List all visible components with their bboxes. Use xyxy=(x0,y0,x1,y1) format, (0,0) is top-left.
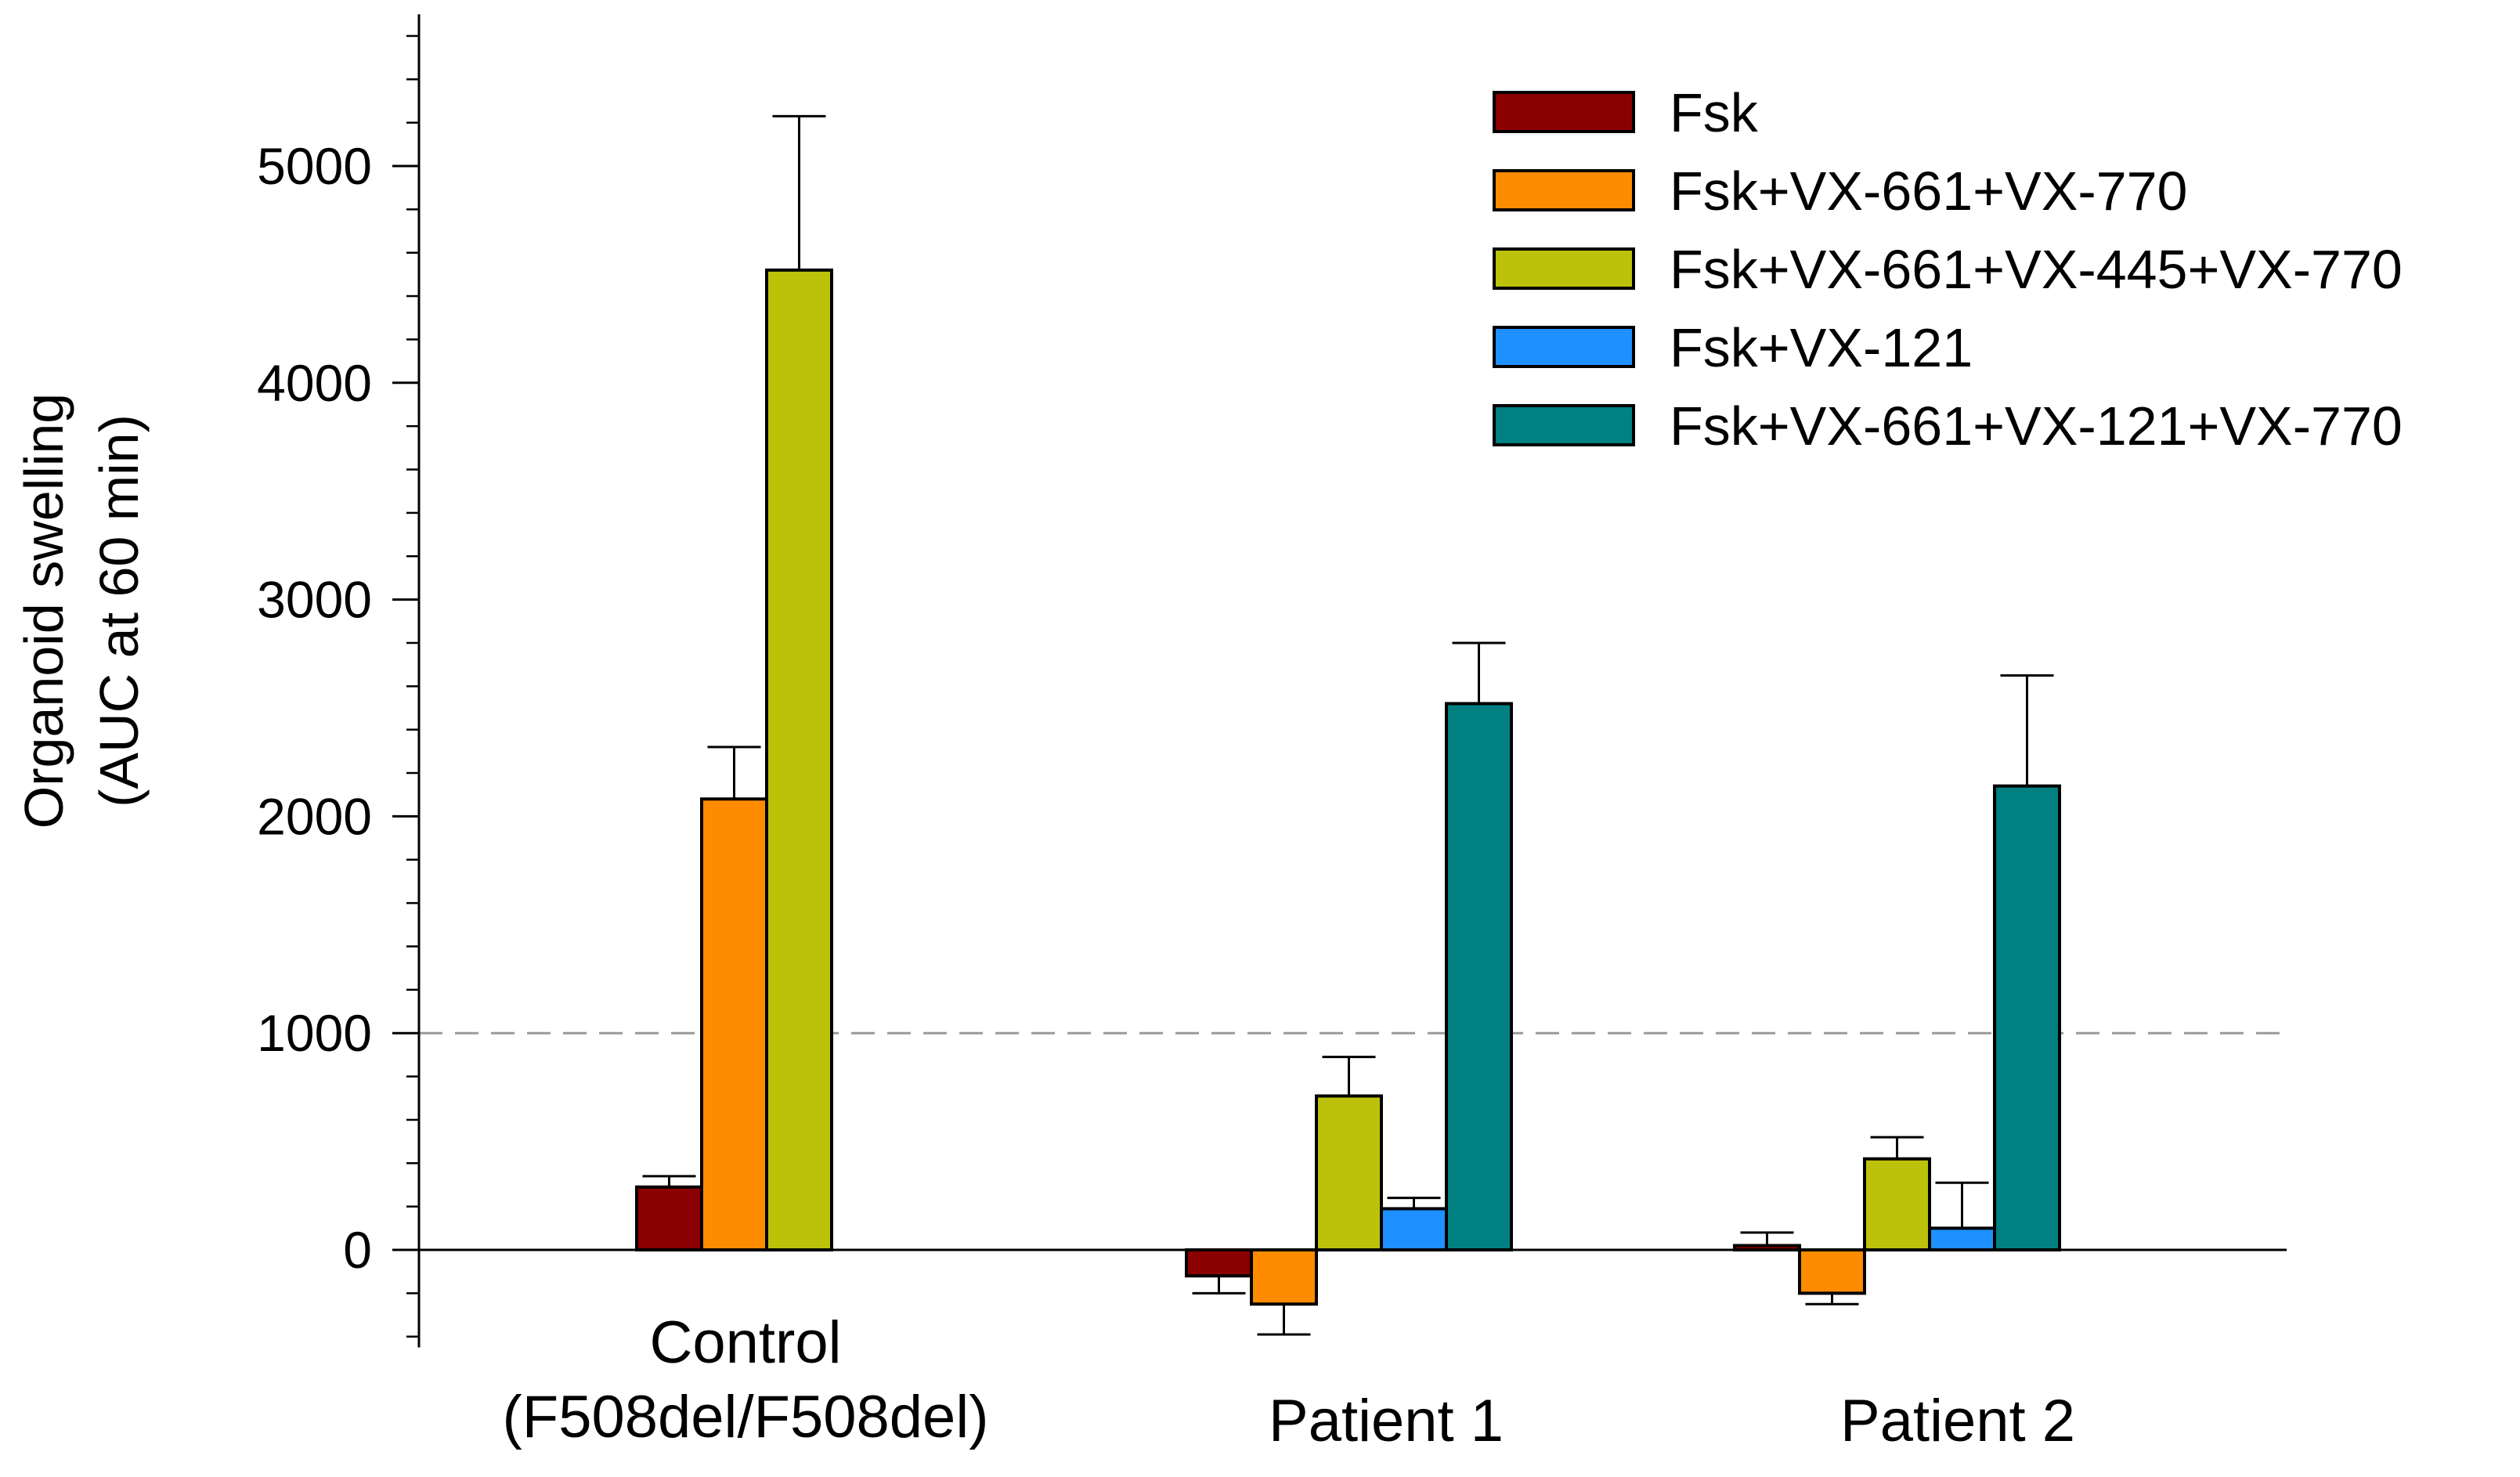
bar-fsk-vx-121-cat-2 xyxy=(1928,1226,1996,1251)
y-axis-title-line-1: Organoid swelling xyxy=(13,393,74,829)
bar-fsk-vx-121-cat-1 xyxy=(1380,1207,1448,1251)
bar-fsk-vx-661-vx-770-cat-1 xyxy=(1250,1248,1318,1306)
category-label-2-line-0: Patient 2 xyxy=(1840,1388,2075,1454)
bar-fsk-vx-661-vx-445-vx-770-cat-0 xyxy=(765,268,833,1251)
category-label-1-line-0: Patient 1 xyxy=(1269,1388,1504,1454)
x-axis-category-labels: Control (F508del/F508del) Patient 1 Patient… xyxy=(502,1309,2075,1454)
legend-label-fsk-vx-121: Fsk+VX-121 xyxy=(1670,317,1973,378)
bar-fsk-vx-661-vx-445-vx-770-cat-2 xyxy=(1863,1157,1931,1252)
bar-fsk-cat-0 xyxy=(635,1185,703,1252)
bar-fsk-vx-661-vx-121-vx-770-cat-2 xyxy=(1993,784,2061,1251)
y-tick-label: 5000 xyxy=(257,137,372,195)
y-tick-label: 3000 xyxy=(257,571,372,629)
legend-label-fsk-vx-661-vx-445-vx-770: Fsk+VX-661+VX-445+VX-770 xyxy=(1670,239,2403,300)
y-tick-label: 0 xyxy=(343,1221,372,1279)
legend-swatch-fsk-vx-661-vx-770 xyxy=(1493,169,1635,211)
bar-fsk-cat-2 xyxy=(1733,1244,1801,1251)
y-axis-title-line-2: (AUC at 60 min) xyxy=(88,414,150,807)
bar-fsk-vx-661-vx-445-vx-770-cat-1 xyxy=(1315,1094,1383,1252)
legend-label-fsk-vx-661-vx-770: Fsk+VX-661+VX-770 xyxy=(1670,161,2187,222)
legend-swatch-fsk-vx-661-vx-445-vx-770 xyxy=(1493,247,1635,290)
bar-fsk-vx-661-vx-770-cat-2 xyxy=(1798,1248,1866,1295)
category-label-0-line-0: Control xyxy=(650,1309,842,1376)
legend-swatch-fsk-vx-661-vx-121-vx-770 xyxy=(1493,404,1635,446)
legend: Fsk Fsk+VX-661+VX-770 Fsk+VX-661+VX-445+VX… xyxy=(1493,82,2403,457)
bar-fsk-cat-1 xyxy=(1185,1248,1253,1278)
bars-layer xyxy=(635,114,2061,1336)
y-axis: 0 1000 2000 3000 4000 5000 xyxy=(257,14,2287,1348)
legend-swatch-fsk-vx-121 xyxy=(1493,326,1635,368)
y-axis-title: Organoid swelling (AUC at 60 min) xyxy=(13,393,150,829)
legend-swatch-fsk xyxy=(1493,91,1635,133)
bar-fsk-vx-661-vx-770-cat-0 xyxy=(700,797,768,1251)
bar-fsk-vx-661-vx-121-vx-770-cat-1 xyxy=(1445,702,1513,1251)
category-label-0-line-1: (F508del/F508del) xyxy=(502,1384,988,1450)
legend-label-fsk-vx-661-vx-121-vx-770: Fsk+VX-661+VX-121+VX-770 xyxy=(1670,395,2403,457)
y-tick-label: 2000 xyxy=(257,787,372,845)
legend-label-fsk: Fsk xyxy=(1670,82,1759,143)
y-tick-label: 4000 xyxy=(257,354,372,412)
y-tick-label: 1000 xyxy=(257,1004,372,1062)
